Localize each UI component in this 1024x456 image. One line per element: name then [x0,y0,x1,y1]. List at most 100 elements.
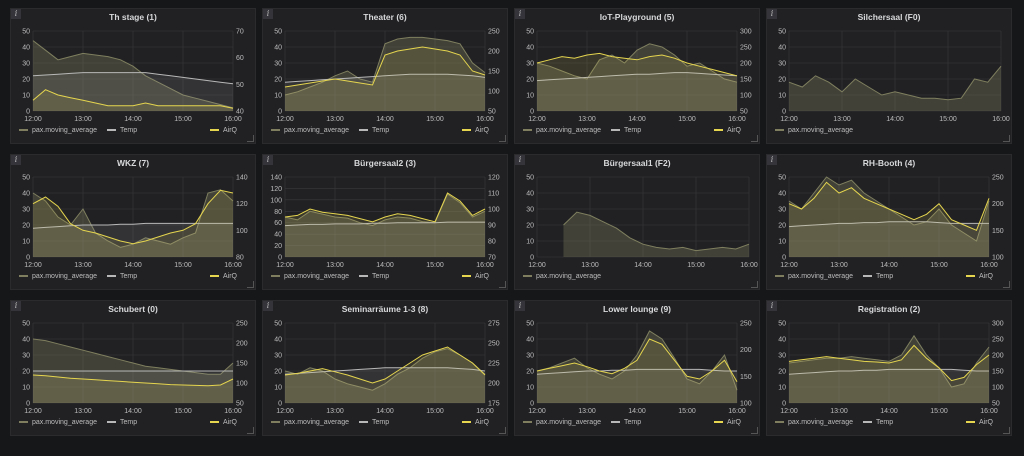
resize-handle[interactable] [247,281,254,288]
legend-item[interactable]: pax.moving_average [775,127,853,134]
legend-item[interactable]: pax.moving_average [19,419,97,426]
legend-item[interactable]: pax.moving_average [523,419,601,426]
legend-item[interactable]: pax.moving_average [271,273,349,280]
legend-item[interactable]: AirQ [714,419,741,426]
legend-item[interactable]: pax.moving_average [775,419,853,426]
series-line[interactable] [788,65,1002,101]
resize-handle[interactable] [751,281,758,288]
legend-item[interactable]: AirQ [462,127,489,134]
series-line[interactable] [788,221,989,228]
chart-panel[interactable]: i Bürgersaal1 (F2) 0 10 20 30 40 50 12:00 13:00 14… [514,154,760,290]
legend-item[interactable]: pax.moving_average [523,273,601,280]
info-icon[interactable]: i [767,155,777,165]
chart-plot[interactable]: 0 10 20 30 40 50 50 100 150 200 250 300 12:00 13:00 14… [767,319,1011,417]
series-line[interactable] [32,72,234,85]
chart-panel[interactable]: i Theater (6) 0 10 20 30 40 50 50 100 150 200 250 12:… [262,8,508,144]
panel-title[interactable]: Seminarräume 1-3 (8) [341,304,429,314]
legend-item[interactable]: Temp [107,273,137,280]
chart-panel[interactable]: i Seminarräume 1-3 (8) 0 10 20 30 40 50 175 200 22… [262,300,508,436]
series-line[interactable] [536,52,738,77]
info-icon[interactable]: i [263,9,273,19]
chart-plot[interactable]: 0 10 20 30 40 50 50 100 150 200 250 12:00 13:00 14:00… [11,319,255,417]
series-line[interactable] [284,73,486,83]
series-line[interactable] [32,374,234,387]
legend-item[interactable]: Temp [611,127,641,134]
series-line[interactable] [788,181,990,231]
chart-panel[interactable]: i WKZ (7) 0 10 20 30 40 50 80 100 120 140 12:00 13:00… [10,154,256,290]
legend-item[interactable]: Temp [359,273,389,280]
panel-title[interactable]: IoT-Playground (5) [599,12,675,22]
resize-handle[interactable] [1003,135,1010,142]
series-line[interactable] [32,222,233,229]
info-icon[interactable]: i [263,301,273,311]
info-icon[interactable]: i [515,155,525,165]
series-line[interactable] [284,36,486,96]
resize-handle[interactable] [1003,281,1010,288]
legend-item[interactable]: AirQ [210,127,237,134]
legend-item[interactable]: AirQ [210,419,237,426]
series-line[interactable] [788,368,989,375]
legend-item[interactable]: Temp [863,273,893,280]
legend-item[interactable]: Temp [107,127,137,134]
legend-item[interactable]: AirQ [966,273,993,280]
series-line[interactable] [536,338,738,382]
chart-panel[interactable]: i Registration (2) 0 10 20 30 40 50 50 100 150 200 2… [766,300,1012,436]
panel-title[interactable]: Bürgersaal2 (3) [354,158,416,168]
legend-item[interactable]: AirQ [462,419,489,426]
legend-item[interactable]: Temp [359,419,389,426]
chart-plot[interactable]: 0 10 20 30 40 50 40 50 60 70 12:00 13:00 14:00 15:00 1… [11,27,255,125]
series-line[interactable] [284,46,486,88]
resize-handle[interactable] [247,427,254,434]
info-icon[interactable]: i [767,9,777,19]
legend-item[interactable]: AirQ [966,419,993,426]
series-line[interactable] [32,40,234,109]
resize-handle[interactable] [751,427,758,434]
resize-handle[interactable] [751,135,758,142]
series-line[interactable] [284,367,486,375]
series-line[interactable] [536,72,738,82]
info-icon[interactable]: i [515,301,525,311]
resize-handle[interactable] [499,427,506,434]
chart-panel[interactable]: i RH-Booth (4) 0 10 20 30 40 50 100 150 200 250 12:0… [766,154,1012,290]
chart-plot[interactable]: 0 10 20 30 40 50 50 100 150 200 250 300 12:00 13:00 14… [515,27,759,125]
legend-item[interactable]: AirQ [210,273,237,280]
resize-handle[interactable] [499,135,506,142]
resize-handle[interactable] [499,281,506,288]
resize-handle[interactable] [1003,427,1010,434]
chart-panel[interactable]: i Silchersaal (F0) 0 10 20 30 40 50 12:00 13:00 14… [766,8,1012,144]
legend-item[interactable]: pax.moving_average [523,127,601,134]
panel-title[interactable]: Bürgersaal1 (F2) [603,158,671,168]
chart-plot[interactable]: 0 10 20 30 40 50 12:00 13:00 14:00 15:00 16:00 [515,173,759,271]
chart-panel[interactable]: i Lower lounge (9) 0 10 20 30 40 50 100 150 200 250… [514,300,760,436]
panel-title[interactable]: Silchersaal (F0) [857,12,921,22]
info-icon[interactable]: i [11,9,21,19]
series-line[interactable] [536,330,738,391]
legend-item[interactable]: AirQ [714,127,741,134]
panel-title[interactable]: Schubert (0) [108,304,158,314]
series-line[interactable] [563,211,750,252]
chart-plot[interactable]: 0 10 20 30 40 50 100 150 200 250 12:00 13:00 14:00 15… [767,173,1011,271]
info-icon[interactable]: i [263,155,273,165]
legend-item[interactable]: Temp [107,419,137,426]
panel-title[interactable]: Registration (2) [857,304,921,314]
panel-title[interactable]: RH-Booth (4) [862,158,916,168]
panel-title[interactable]: WKZ (7) [116,158,150,168]
legend-item[interactable]: Temp [359,127,389,134]
chart-plot[interactable]: 0 10 20 30 40 50 80 100 120 140 12:00 13:00 14:00 15:… [11,173,255,271]
chart-plot[interactable]: 0 10 20 30 40 50 175 200 225 250 275 12:00 13:00 14:0… [263,319,507,417]
chart-plot[interactable]: 0 10 20 30 40 50 50 100 150 200 250 12:00 13:00 14:00… [263,27,507,125]
series-line[interactable] [32,338,234,375]
chart-panel[interactable]: i Th stage (1) 0 10 20 30 40 50 40 50 60 70 12:00 13:… [10,8,256,144]
info-icon[interactable]: i [767,301,777,311]
legend-item[interactable]: Temp [611,419,641,426]
resize-handle[interactable] [247,135,254,142]
series-line[interactable] [32,189,234,245]
series-line[interactable] [536,368,737,375]
series-line[interactable] [284,221,485,227]
series-line[interactable] [284,193,486,227]
series-line[interactable] [32,89,234,109]
chart-panel[interactable]: i Bürgersaal2 (3) 0 20 40 60 80 100 120 140 70 80 90… [262,154,508,290]
chart-panel[interactable]: i Schubert (0) 0 10 20 30 40 50 50 100 150 200 250 12… [10,300,256,436]
legend-item[interactable]: pax.moving_average [271,419,349,426]
chart-panel[interactable]: i IoT-Playground (5) 0 10 20 30 40 50 50 100 150 20… [514,8,760,144]
